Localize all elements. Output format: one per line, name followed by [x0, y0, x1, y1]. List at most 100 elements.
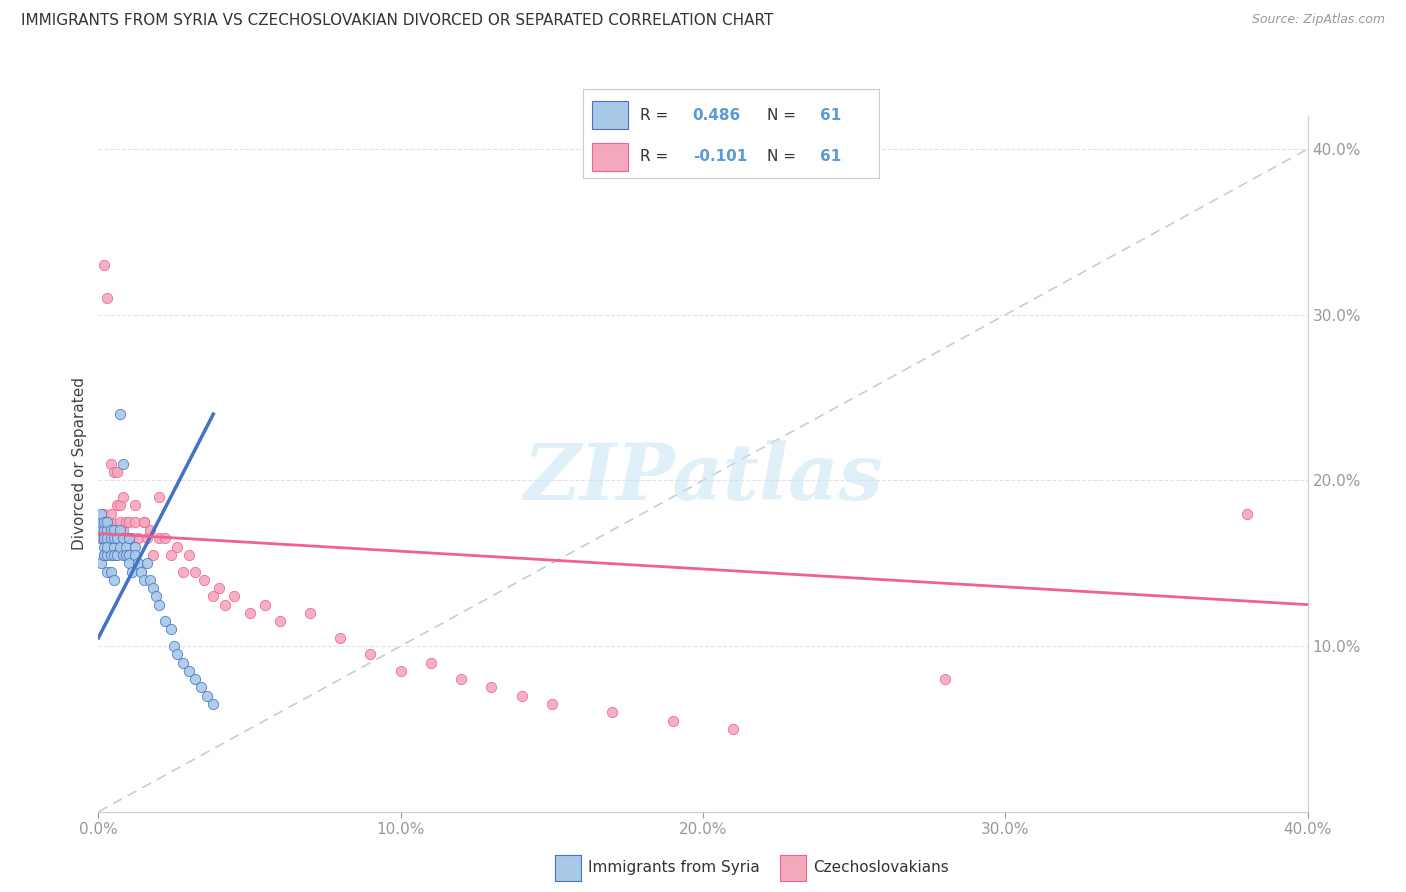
Point: [177, 548, 201, 562]
Point: [145, 590, 167, 604]
Point: [103, 523, 125, 537]
Point: [108, 498, 131, 512]
Point: [132, 515, 155, 529]
Point: [93, 532, 115, 546]
Point: [105, 532, 128, 546]
Text: -0.101: -0.101: [693, 150, 747, 164]
FancyBboxPatch shape: [592, 143, 627, 171]
Point: [142, 581, 165, 595]
Point: [100, 523, 122, 537]
Point: [93, 548, 115, 562]
Point: [93, 540, 115, 554]
Point: [93, 258, 115, 272]
Point: [93, 523, 115, 537]
Point: [108, 523, 131, 537]
Point: [299, 606, 322, 620]
Y-axis label: Divorced or Separated: Divorced or Separated: [72, 377, 87, 550]
Point: [118, 548, 141, 562]
Point: [1236, 507, 1258, 521]
Point: [93, 515, 115, 529]
Point: [177, 664, 201, 678]
Point: [100, 548, 122, 562]
Text: R =: R =: [640, 108, 672, 122]
Point: [96, 548, 118, 562]
Point: [184, 565, 207, 579]
Point: [208, 581, 231, 595]
Point: [111, 532, 134, 546]
Point: [540, 697, 562, 711]
Point: [239, 606, 262, 620]
Point: [121, 565, 143, 579]
Point: [114, 540, 136, 554]
Text: 61: 61: [820, 108, 841, 122]
Point: [184, 672, 207, 686]
Point: [224, 590, 246, 604]
Point: [100, 515, 122, 529]
Point: [481, 681, 503, 695]
Point: [108, 540, 131, 554]
Point: [202, 590, 225, 604]
Point: [96, 540, 118, 554]
Point: [100, 457, 122, 471]
Point: [148, 532, 170, 546]
Point: [111, 490, 134, 504]
Point: [93, 548, 115, 562]
Point: [96, 515, 118, 529]
Point: [105, 548, 128, 562]
Point: [96, 532, 118, 546]
Point: [360, 648, 382, 662]
Point: [118, 515, 141, 529]
Point: [90, 515, 112, 529]
Point: [153, 614, 176, 628]
Text: 0.486: 0.486: [693, 108, 741, 122]
Point: [195, 689, 218, 703]
Point: [269, 614, 291, 628]
Point: [93, 532, 115, 546]
Point: [111, 523, 134, 537]
Point: [90, 532, 112, 546]
Point: [127, 556, 149, 570]
Point: [100, 565, 122, 579]
Text: 61: 61: [820, 150, 841, 164]
Text: N =: N =: [766, 108, 800, 122]
Point: [108, 515, 131, 529]
Point: [96, 565, 118, 579]
Point: [510, 689, 533, 703]
Text: IMMIGRANTS FROM SYRIA VS CZECHOSLOVAKIAN DIVORCED OR SEPARATED CORRELATION CHART: IMMIGRANTS FROM SYRIA VS CZECHOSLOVAKIAN…: [21, 13, 773, 29]
Point: [105, 498, 128, 512]
Point: [93, 507, 115, 521]
Point: [202, 697, 225, 711]
Point: [124, 515, 146, 529]
Point: [148, 490, 170, 504]
Text: Source: ZipAtlas.com: Source: ZipAtlas.com: [1251, 13, 1385, 27]
Point: [166, 540, 188, 554]
Text: ZIPatlas: ZIPatlas: [523, 440, 883, 516]
Point: [103, 523, 125, 537]
Point: [103, 573, 125, 587]
Point: [389, 664, 412, 678]
Point: [163, 639, 186, 653]
Point: [111, 457, 134, 471]
Point: [329, 631, 352, 645]
Text: N =: N =: [766, 150, 800, 164]
Point: [132, 573, 155, 587]
Point: [96, 532, 118, 546]
Point: [96, 515, 118, 529]
Point: [118, 532, 141, 546]
Point: [114, 548, 136, 562]
Point: [114, 515, 136, 529]
Point: [105, 465, 128, 479]
Point: [90, 523, 112, 537]
Point: [90, 532, 112, 546]
Point: [166, 648, 188, 662]
Point: [90, 515, 112, 529]
Text: Czechoslovakians: Czechoslovakians: [813, 861, 949, 875]
Point: [118, 556, 141, 570]
Point: [90, 507, 112, 521]
Text: Immigrants from Syria: Immigrants from Syria: [588, 861, 759, 875]
Point: [139, 573, 162, 587]
Point: [721, 722, 744, 736]
Point: [419, 656, 441, 670]
Point: [124, 548, 146, 562]
Point: [934, 672, 956, 686]
